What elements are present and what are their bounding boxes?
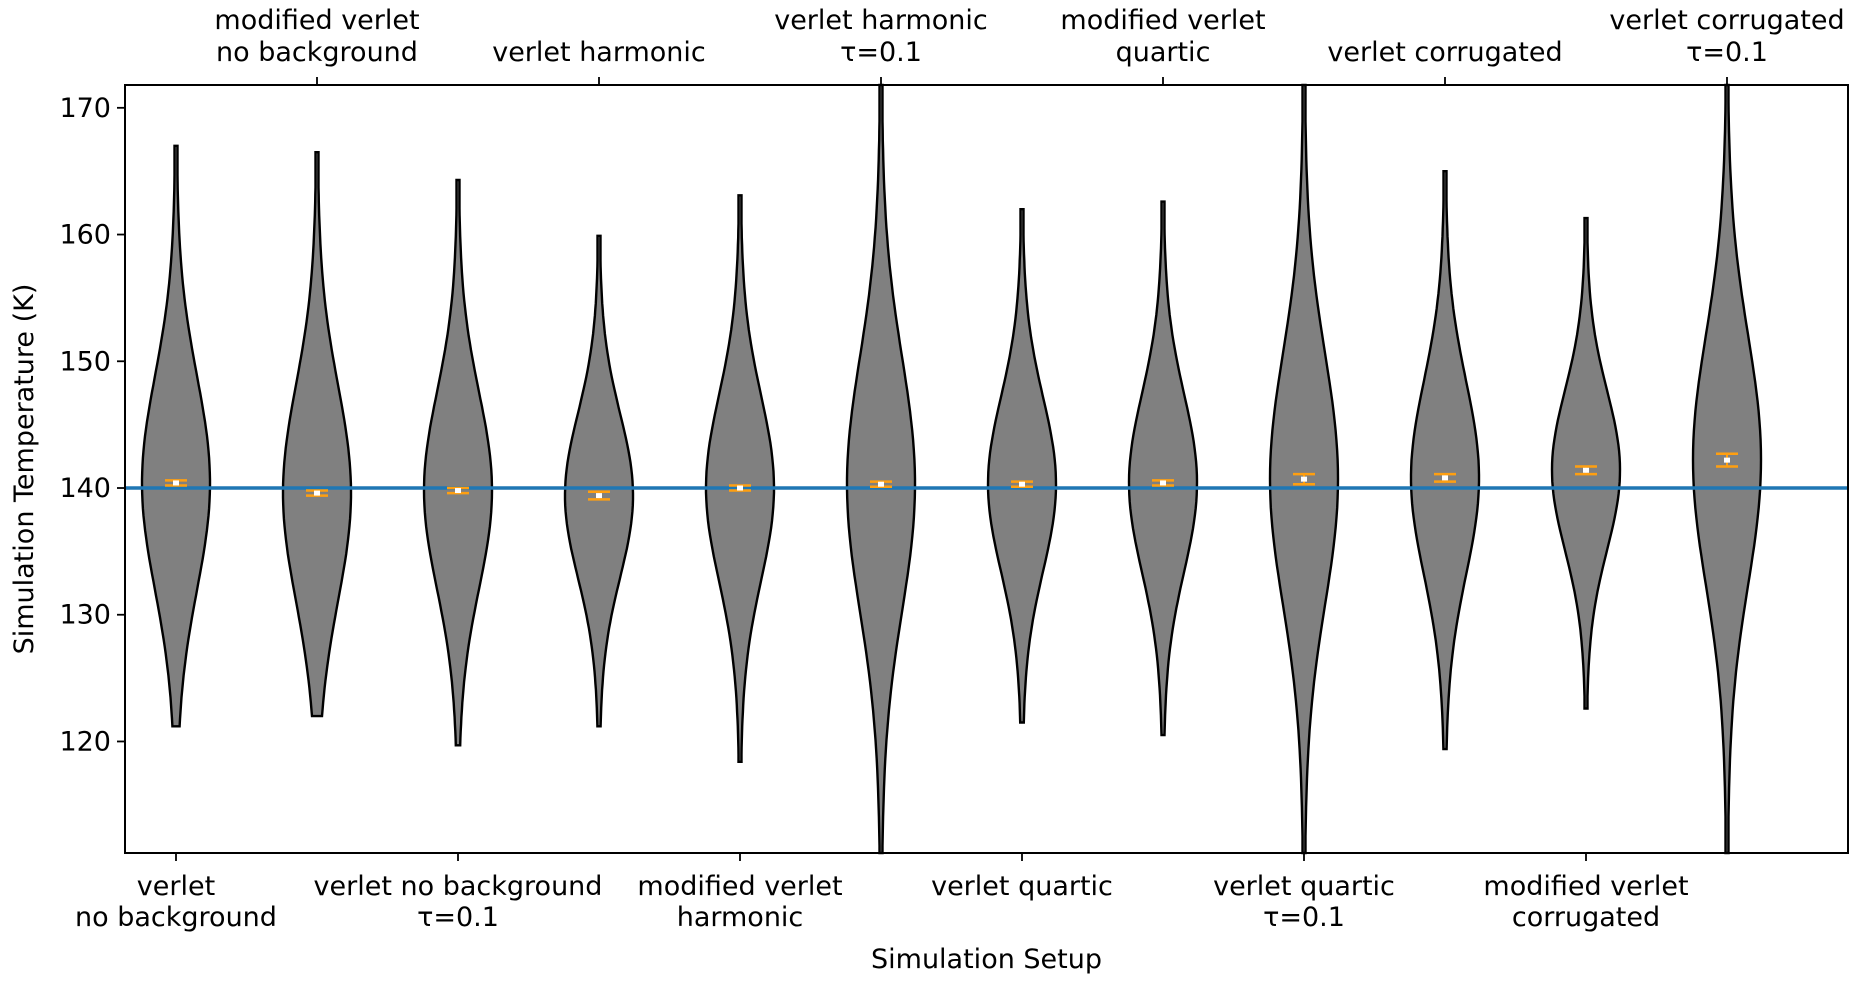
mean-marker-3 (455, 488, 461, 494)
mean-marker-9 (1301, 476, 1307, 482)
x-category-label-12-line-1: verlet corrugated (1609, 5, 1844, 36)
x-category-label-9-line-1: verlet quartic (1213, 871, 1395, 902)
x-category-label-8-line-2: quartic (1116, 37, 1211, 68)
x-category-label-5-line-2: harmonic (677, 902, 804, 933)
x-category-label-11-line-1: modified verlet (1483, 871, 1688, 902)
violin-3 (422, 178, 494, 747)
mean-marker-12 (1724, 457, 1730, 463)
mean-marker-11 (1583, 467, 1589, 473)
x-category-label-10-line-1: verlet corrugated (1327, 37, 1562, 68)
mean-marker-8 (1160, 480, 1166, 486)
x-category-label-1-line-2: no background (75, 902, 277, 933)
x-category-label-2-line-1: modified verlet (214, 5, 419, 36)
mean-marker-7 (1019, 481, 1025, 487)
mean-marker-1 (173, 480, 179, 486)
mean-marker-10 (1442, 475, 1448, 481)
violin-12 (1691, 83, 1763, 855)
violin-7 (986, 208, 1058, 724)
x-category-label-4-line-1: verlet harmonic (492, 37, 706, 68)
y-tick-label-120: 120 (59, 726, 111, 757)
x-category-label-3-line-1: verlet no background (314, 871, 603, 902)
y-tick-label-170: 170 (59, 93, 111, 124)
y-tick-label-160: 160 (59, 220, 111, 251)
violin-6 (845, 83, 917, 855)
y-tick-label-130: 130 (59, 600, 111, 631)
x-category-label-9-line-2: τ=0.1 (1263, 902, 1345, 933)
y-axis: 120 130 140 150 160 170 (59, 93, 125, 757)
violin-11 (1550, 216, 1622, 710)
x-category-label-7-line-1: verlet quartic (931, 871, 1113, 902)
mean-marker-2 (314, 490, 320, 496)
plot-frame (124, 84, 1849, 854)
x-category-label-12-line-2: τ=0.1 (1686, 37, 1768, 68)
x-category-label-11-line-2: corrugated (1512, 902, 1660, 933)
violin-1 (140, 144, 212, 728)
violin-9 (1268, 83, 1340, 855)
mean-marker-4 (596, 493, 602, 499)
x-axis-label: Simulation Setup (871, 944, 1102, 975)
mean-marker-6 (878, 481, 884, 487)
x-category-label-5-line-1: modified verlet (637, 871, 842, 902)
violins-layer (140, 83, 1763, 855)
x-category-label-2-line-2: no background (216, 37, 418, 68)
y-axis-label: Simulation Temperature (K) (9, 284, 40, 655)
x-category-label-8-line-1: modified verlet (1060, 5, 1265, 36)
violin-4 (563, 234, 635, 728)
violin-8 (1127, 200, 1199, 737)
x-category-label-6-line-1: verlet harmonic (774, 5, 988, 36)
x-category-label-1-line-1: verlet (137, 871, 215, 902)
y-tick-label-150: 150 (59, 346, 111, 377)
violin-5 (704, 194, 776, 763)
violin-10 (1409, 170, 1481, 751)
errorbar-layer (165, 452, 1738, 501)
x-category-label-3-line-2: τ=0.1 (417, 902, 499, 933)
y-tick-label-140: 140 (59, 473, 111, 504)
x-category-label-6-line-2: τ=0.1 (840, 37, 922, 68)
mean-marker-5 (737, 485, 743, 491)
violin-2 (281, 151, 353, 718)
